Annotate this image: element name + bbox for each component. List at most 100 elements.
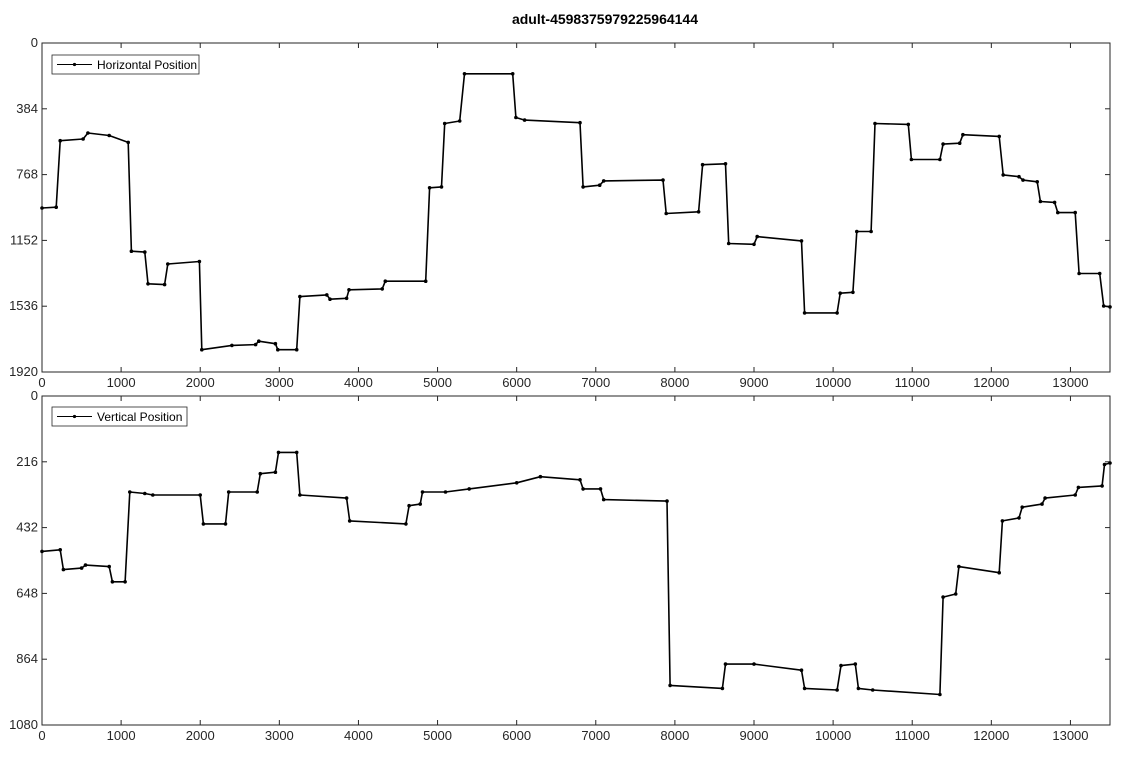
y-tick-label: 384 bbox=[16, 101, 38, 116]
data-point bbox=[581, 487, 585, 491]
series-line bbox=[41, 451, 1111, 696]
data-point bbox=[276, 450, 281, 455]
data-point bbox=[961, 132, 965, 137]
data-point bbox=[107, 133, 111, 138]
x-tick-label: 5000 bbox=[423, 728, 452, 743]
data-point bbox=[467, 487, 472, 491]
data-point bbox=[166, 262, 170, 266]
x-tick-label: 4000 bbox=[344, 375, 373, 390]
data-point bbox=[151, 493, 155, 497]
data-point bbox=[40, 549, 44, 554]
x-tick-label: 13000 bbox=[1052, 375, 1088, 390]
x-tick-label: 9000 bbox=[740, 375, 769, 390]
x-tick-label: 3000 bbox=[265, 728, 294, 743]
data-point bbox=[1102, 462, 1107, 467]
data-point bbox=[380, 287, 385, 291]
data-point bbox=[941, 595, 945, 599]
data-point bbox=[1017, 516, 1021, 520]
data-point bbox=[696, 210, 701, 214]
x-tick-label: 10000 bbox=[815, 728, 851, 743]
x-tick-label: 0 bbox=[38, 375, 45, 390]
data-point bbox=[665, 499, 669, 503]
data-point bbox=[1052, 200, 1057, 205]
data-point bbox=[851, 290, 855, 295]
data-point bbox=[107, 564, 111, 569]
data-point bbox=[443, 490, 448, 494]
y-tick-label: 0 bbox=[31, 388, 38, 403]
horizontal-position-axes: 0 1000 2000 3000 4000 5000 6000 7000 8000 9000 100… bbox=[9, 35, 1112, 390]
series-lines bbox=[40, 450, 1112, 697]
data-point bbox=[294, 347, 299, 352]
x-tick-label: 6000 bbox=[502, 375, 531, 390]
data-point bbox=[997, 570, 1001, 575]
data-point bbox=[383, 279, 388, 284]
data-point bbox=[835, 311, 839, 315]
x-tick-label: 8000 bbox=[660, 728, 689, 743]
data-point bbox=[1017, 174, 1021, 179]
data-point bbox=[1108, 461, 1112, 465]
data-point bbox=[223, 522, 228, 526]
data-point bbox=[752, 662, 756, 666]
data-point bbox=[799, 668, 804, 672]
data-point bbox=[661, 178, 665, 182]
data-point bbox=[957, 141, 962, 145]
data-point bbox=[1073, 493, 1077, 497]
data-point bbox=[799, 239, 804, 243]
data-point bbox=[856, 686, 861, 691]
data-point bbox=[439, 185, 444, 189]
x-tick-label: 2000 bbox=[186, 728, 215, 743]
x-tick-label: 9000 bbox=[740, 728, 769, 743]
data-point bbox=[726, 241, 731, 246]
data-point bbox=[1073, 210, 1077, 215]
x-tick-label: 0 bbox=[38, 728, 45, 743]
y-tick-label: 768 bbox=[16, 167, 38, 182]
data-point bbox=[953, 592, 958, 596]
data-point bbox=[276, 347, 280, 352]
data-point bbox=[442, 121, 447, 126]
data-point bbox=[344, 296, 349, 301]
data-point bbox=[802, 311, 807, 315]
data-point bbox=[597, 183, 602, 187]
data-point bbox=[538, 474, 543, 479]
x-tick-label: 8000 bbox=[660, 375, 689, 390]
data-point bbox=[1097, 271, 1102, 276]
data-point bbox=[514, 115, 518, 120]
data-point bbox=[298, 294, 302, 299]
legend-box bbox=[51, 406, 188, 427]
y-tick-label: 216 bbox=[16, 454, 38, 469]
data-point bbox=[1056, 210, 1060, 215]
y-tick-label: 864 bbox=[16, 651, 38, 666]
data-point bbox=[510, 72, 515, 76]
x-tick-label: 12000 bbox=[973, 728, 1009, 743]
data-point bbox=[1043, 496, 1047, 500]
data-point bbox=[835, 688, 839, 692]
axis-ticks: 0 1000 2000 3000 4000 5000 6000 7000 8000 9000 100… bbox=[9, 35, 1110, 390]
data-point bbox=[123, 580, 127, 584]
data-point bbox=[427, 186, 432, 190]
data-point bbox=[598, 487, 603, 491]
data-point bbox=[294, 450, 299, 455]
data-point bbox=[143, 250, 147, 254]
data-point bbox=[253, 342, 258, 347]
data-point bbox=[720, 686, 725, 691]
y-tick-label: 648 bbox=[16, 585, 38, 600]
data-point bbox=[664, 211, 668, 216]
data-point bbox=[81, 137, 85, 141]
data-point bbox=[201, 522, 206, 526]
data-point bbox=[86, 131, 90, 135]
data-point bbox=[61, 567, 66, 572]
legend-point-marker bbox=[72, 62, 77, 67]
series-lines bbox=[40, 72, 1112, 352]
data-point bbox=[1038, 199, 1043, 204]
y-tick-label: 1536 bbox=[9, 298, 38, 313]
data-point bbox=[752, 242, 756, 247]
data-point bbox=[197, 259, 202, 264]
data-point bbox=[58, 138, 62, 143]
chart-title: adult-4598375979225964144 bbox=[512, 11, 698, 27]
data-point bbox=[723, 662, 728, 666]
data-point bbox=[404, 522, 408, 526]
data-point bbox=[906, 122, 911, 127]
data-point bbox=[909, 157, 914, 162]
x-tick-label: 6000 bbox=[502, 728, 531, 743]
x-tick-label: 11000 bbox=[895, 375, 930, 390]
